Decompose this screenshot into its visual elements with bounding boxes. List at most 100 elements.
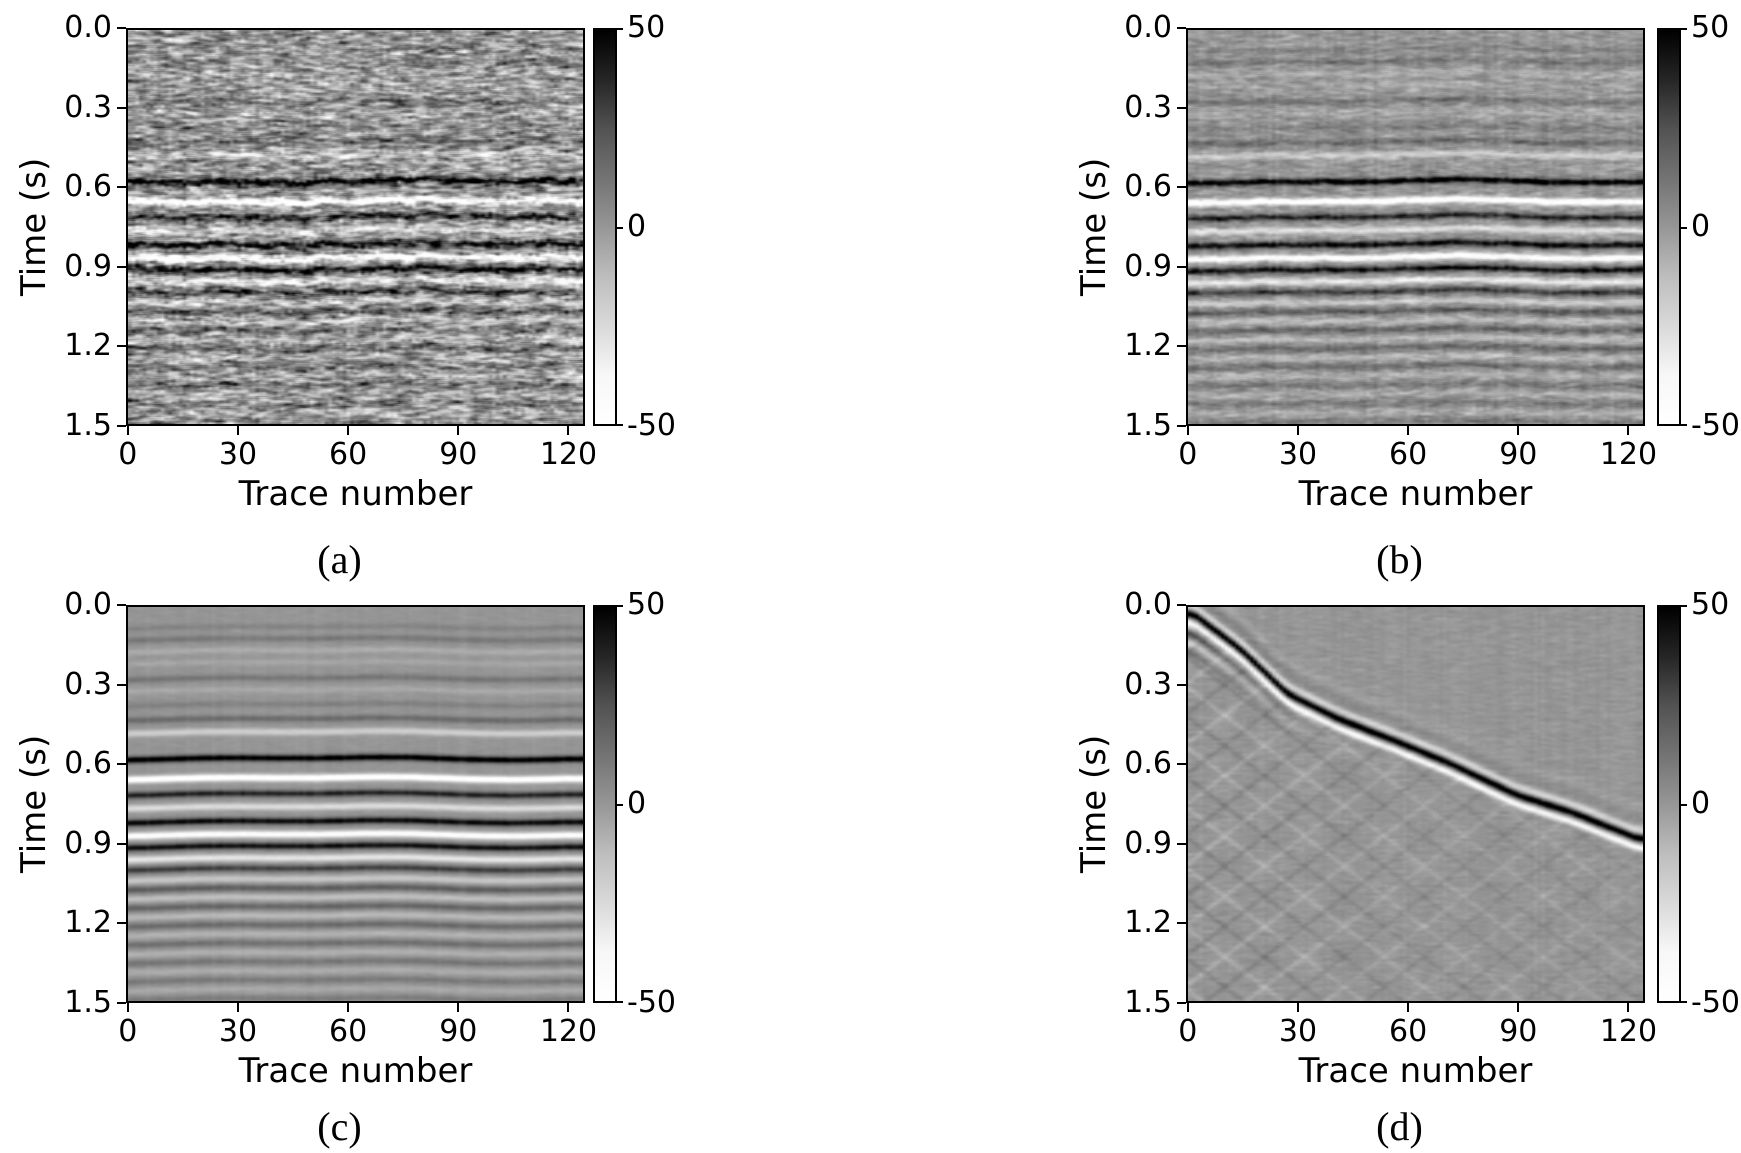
y-tick-mark bbox=[117, 186, 126, 189]
y-tick-label: 0.9 bbox=[1124, 248, 1172, 284]
colorbar-tick-label: 0 bbox=[627, 209, 647, 244]
x-tick-mark bbox=[1517, 426, 1520, 435]
y-tick-label: 0.0 bbox=[64, 587, 112, 622]
y-tick-mark bbox=[1177, 186, 1186, 189]
y-tick-label: 0.3 bbox=[1124, 89, 1172, 125]
colorbar-tick-mark bbox=[1681, 804, 1687, 806]
caption-c: (c) bbox=[317, 1104, 362, 1149]
caption-d: (d) bbox=[1376, 1104, 1423, 1149]
x-tick-label: 90 bbox=[439, 1014, 478, 1049]
y-tick-label: 1.5 bbox=[64, 985, 112, 1020]
x-tick-mark bbox=[1517, 1003, 1520, 1012]
colorbar-tick-label: -50 bbox=[627, 408, 676, 443]
y-tick-mark bbox=[117, 604, 126, 606]
colorbar-tick-mark bbox=[1681, 28, 1687, 30]
colorbar-tick-mark bbox=[1681, 227, 1687, 229]
y-tick-label: 0.6 bbox=[64, 746, 112, 782]
colorbar-tick-label: 50 bbox=[627, 587, 666, 622]
y-tick-mark bbox=[117, 106, 126, 109]
x-tick-mark bbox=[457, 1003, 460, 1012]
y-tick-mark bbox=[1177, 265, 1186, 268]
x-tick-label: 120 bbox=[539, 437, 598, 472]
x-tick-mark bbox=[1627, 1003, 1630, 1012]
y-tick-label: 0.9 bbox=[64, 248, 112, 284]
x-tick-label: 60 bbox=[329, 437, 368, 472]
x-tick-mark bbox=[347, 1003, 350, 1012]
y-tick-mark bbox=[1177, 683, 1186, 686]
x-tick-label: 120 bbox=[1599, 437, 1658, 472]
caption-a: (a) bbox=[317, 537, 362, 582]
x-tick-mark bbox=[457, 426, 460, 435]
y-tick-mark bbox=[117, 345, 126, 348]
x-tick-mark bbox=[236, 1003, 239, 1012]
y-tick-label: 0.3 bbox=[64, 666, 112, 702]
x-tick-label: 120 bbox=[539, 1014, 598, 1049]
colorbar-c bbox=[593, 605, 617, 1003]
colorbar-tick-label: -50 bbox=[1691, 985, 1740, 1020]
y-tick-label: 0.9 bbox=[1124, 825, 1172, 861]
x-tick-mark bbox=[347, 426, 350, 435]
colorbar-tick-label: -50 bbox=[1691, 408, 1740, 443]
y-tick-label: 1.2 bbox=[64, 905, 112, 941]
y-tick-mark bbox=[1177, 345, 1186, 348]
y-tick-mark bbox=[117, 265, 126, 268]
y-tick-mark bbox=[1177, 604, 1186, 606]
y-tick-label: 1.5 bbox=[64, 408, 112, 443]
y-tick-label: 1.2 bbox=[1124, 328, 1172, 364]
x-tick-mark bbox=[1296, 426, 1299, 435]
x-tick-mark bbox=[1186, 1003, 1189, 1012]
colorbar-tick-label: 0 bbox=[627, 786, 647, 821]
y-tick-label: 0.6 bbox=[1124, 746, 1172, 782]
x-axis-label: Trace number bbox=[238, 1051, 473, 1091]
x-tick-label: 30 bbox=[218, 1014, 258, 1049]
y-tick-mark bbox=[117, 683, 126, 686]
colorbar-b bbox=[1657, 28, 1681, 426]
colorbar-tick-mark bbox=[617, 804, 623, 806]
seismic-plot-b bbox=[1186, 28, 1645, 426]
colorbar-tick-label: -50 bbox=[627, 985, 676, 1020]
x-tick-mark bbox=[1296, 1003, 1299, 1012]
y-tick-label: 0.0 bbox=[64, 10, 112, 45]
seismic-plot-c bbox=[126, 605, 585, 1003]
y-axis-label: Time (s) bbox=[14, 157, 54, 297]
x-tick-label: 0 bbox=[118, 437, 138, 472]
x-tick-mark bbox=[1407, 1003, 1410, 1012]
y-tick-label: 1.2 bbox=[64, 328, 112, 364]
colorbar-tick-mark bbox=[617, 605, 623, 607]
x-tick-label: 30 bbox=[1278, 437, 1318, 472]
colorbar-tick-mark bbox=[1681, 605, 1687, 607]
y-tick-mark bbox=[117, 1002, 126, 1004]
colorbar-tick-label: 0 bbox=[1691, 209, 1711, 244]
seismic-image-d bbox=[1188, 607, 1643, 1001]
y-tick-mark bbox=[117, 27, 126, 29]
x-tick-mark bbox=[567, 1003, 570, 1012]
y-tick-label: 0.3 bbox=[64, 89, 112, 125]
x-tick-mark bbox=[1627, 426, 1630, 435]
y-tick-mark bbox=[1177, 106, 1186, 109]
y-tick-mark bbox=[1177, 27, 1186, 29]
colorbar-tick-mark bbox=[1681, 424, 1687, 426]
x-tick-label: 60 bbox=[329, 1014, 368, 1049]
y-tick-mark bbox=[117, 842, 126, 845]
seismic-plot-d bbox=[1186, 605, 1645, 1003]
colorbar-tick-mark bbox=[1681, 1001, 1687, 1003]
x-axis-label: Trace number bbox=[238, 474, 473, 514]
x-tick-label: 90 bbox=[439, 437, 478, 472]
x-tick-label: 0 bbox=[118, 1014, 138, 1049]
y-tick-mark bbox=[117, 425, 126, 427]
x-tick-label: 60 bbox=[1389, 1014, 1428, 1049]
colorbar-tick-label: 0 bbox=[1691, 786, 1711, 821]
y-tick-label: 0.9 bbox=[64, 825, 112, 861]
colorbar-tick-mark bbox=[617, 1001, 623, 1003]
x-tick-mark bbox=[236, 426, 239, 435]
seismic-image-c bbox=[128, 607, 583, 1001]
y-tick-label: 1.2 bbox=[1124, 905, 1172, 941]
x-tick-label: 30 bbox=[1278, 1014, 1318, 1049]
x-tick-mark bbox=[1186, 426, 1189, 435]
y-tick-label: 1.5 bbox=[1124, 985, 1172, 1020]
seismic-plot-a bbox=[126, 28, 585, 426]
x-tick-label: 120 bbox=[1599, 1014, 1658, 1049]
y-tick-label: 0.6 bbox=[1124, 169, 1172, 205]
x-tick-label: 90 bbox=[1499, 437, 1538, 472]
x-tick-mark bbox=[1407, 426, 1410, 435]
